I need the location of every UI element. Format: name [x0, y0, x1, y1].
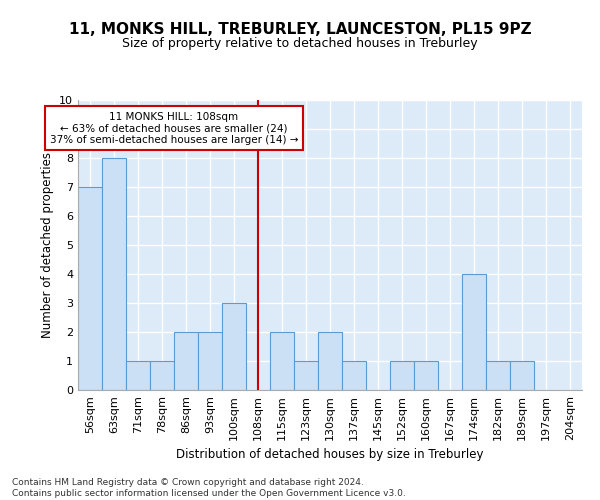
Bar: [294, 361, 318, 390]
Bar: [462, 274, 486, 390]
Text: Size of property relative to detached houses in Treburley: Size of property relative to detached ho…: [122, 38, 478, 51]
Bar: [390, 361, 414, 390]
Bar: [318, 332, 342, 390]
Bar: [102, 158, 126, 390]
Y-axis label: Number of detached properties: Number of detached properties: [41, 152, 53, 338]
Bar: [510, 361, 534, 390]
Bar: [270, 332, 294, 390]
Text: Contains HM Land Registry data © Crown copyright and database right 2024.
Contai: Contains HM Land Registry data © Crown c…: [12, 478, 406, 498]
Bar: [198, 332, 222, 390]
Bar: [486, 361, 510, 390]
Bar: [78, 187, 102, 390]
Bar: [126, 361, 150, 390]
X-axis label: Distribution of detached houses by size in Treburley: Distribution of detached houses by size …: [176, 448, 484, 461]
Bar: [342, 361, 366, 390]
Text: 11 MONKS HILL: 108sqm
← 63% of detached houses are smaller (24)
37% of semi-deta: 11 MONKS HILL: 108sqm ← 63% of detached …: [50, 112, 298, 145]
Bar: [174, 332, 198, 390]
Text: 11, MONKS HILL, TREBURLEY, LAUNCESTON, PL15 9PZ: 11, MONKS HILL, TREBURLEY, LAUNCESTON, P…: [68, 22, 532, 38]
Bar: [150, 361, 174, 390]
Bar: [414, 361, 438, 390]
Bar: [222, 303, 246, 390]
